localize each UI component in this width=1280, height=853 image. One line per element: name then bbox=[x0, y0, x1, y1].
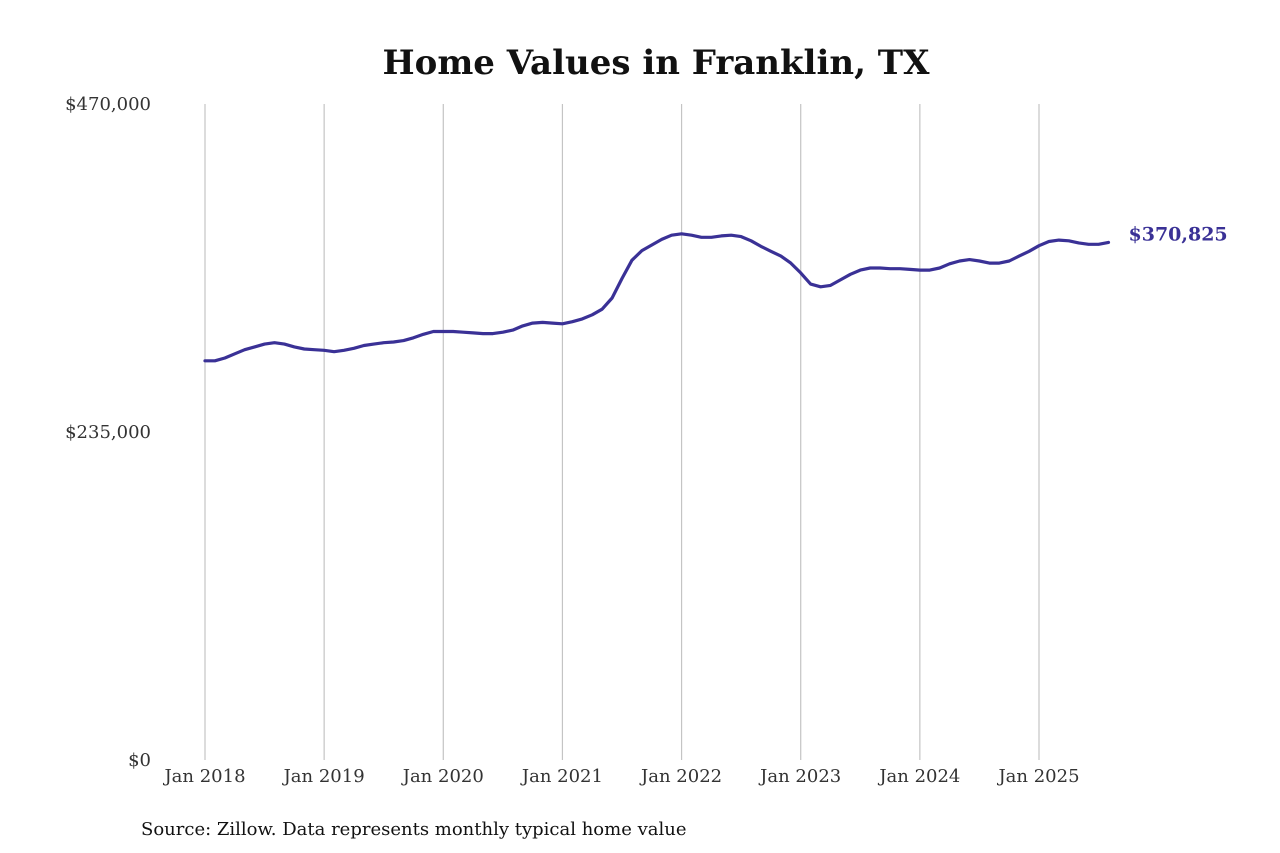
x-tick-label: Jan 2024 bbox=[877, 766, 960, 787]
series-layer: $370,825 bbox=[203, 223, 1228, 363]
x-tick-label: Jan 2021 bbox=[520, 766, 603, 787]
x-tick-label: Jan 2022 bbox=[639, 766, 722, 787]
source-note: Source: Zillow. Data represents monthly … bbox=[141, 819, 687, 840]
end-value-label: $370,825 bbox=[1129, 223, 1228, 245]
x-tick-label: Jan 2019 bbox=[282, 766, 365, 787]
gridlines bbox=[204, 104, 1040, 760]
y-tick-label: $470,000 bbox=[65, 94, 151, 115]
y-tick-label: $0 bbox=[128, 750, 151, 771]
y-tick-label: $235,000 bbox=[65, 422, 151, 443]
x-axis-ticks: Jan 2018 Jan 2019 Jan 2020 Jan 2021 Jan 2022… bbox=[162, 766, 1079, 787]
x-tick-label: Jan 2023 bbox=[758, 766, 841, 787]
series-line bbox=[203, 232, 1111, 363]
x-tick-label: Jan 2020 bbox=[401, 766, 484, 787]
chart-title: Home Values in Franklin, TX bbox=[383, 43, 931, 83]
x-tick-label: Jan 2025 bbox=[996, 766, 1079, 787]
y-axis-ticks: $0 $235,000 $470,000 bbox=[65, 94, 151, 771]
x-tick-label: Jan 2018 bbox=[162, 766, 245, 787]
